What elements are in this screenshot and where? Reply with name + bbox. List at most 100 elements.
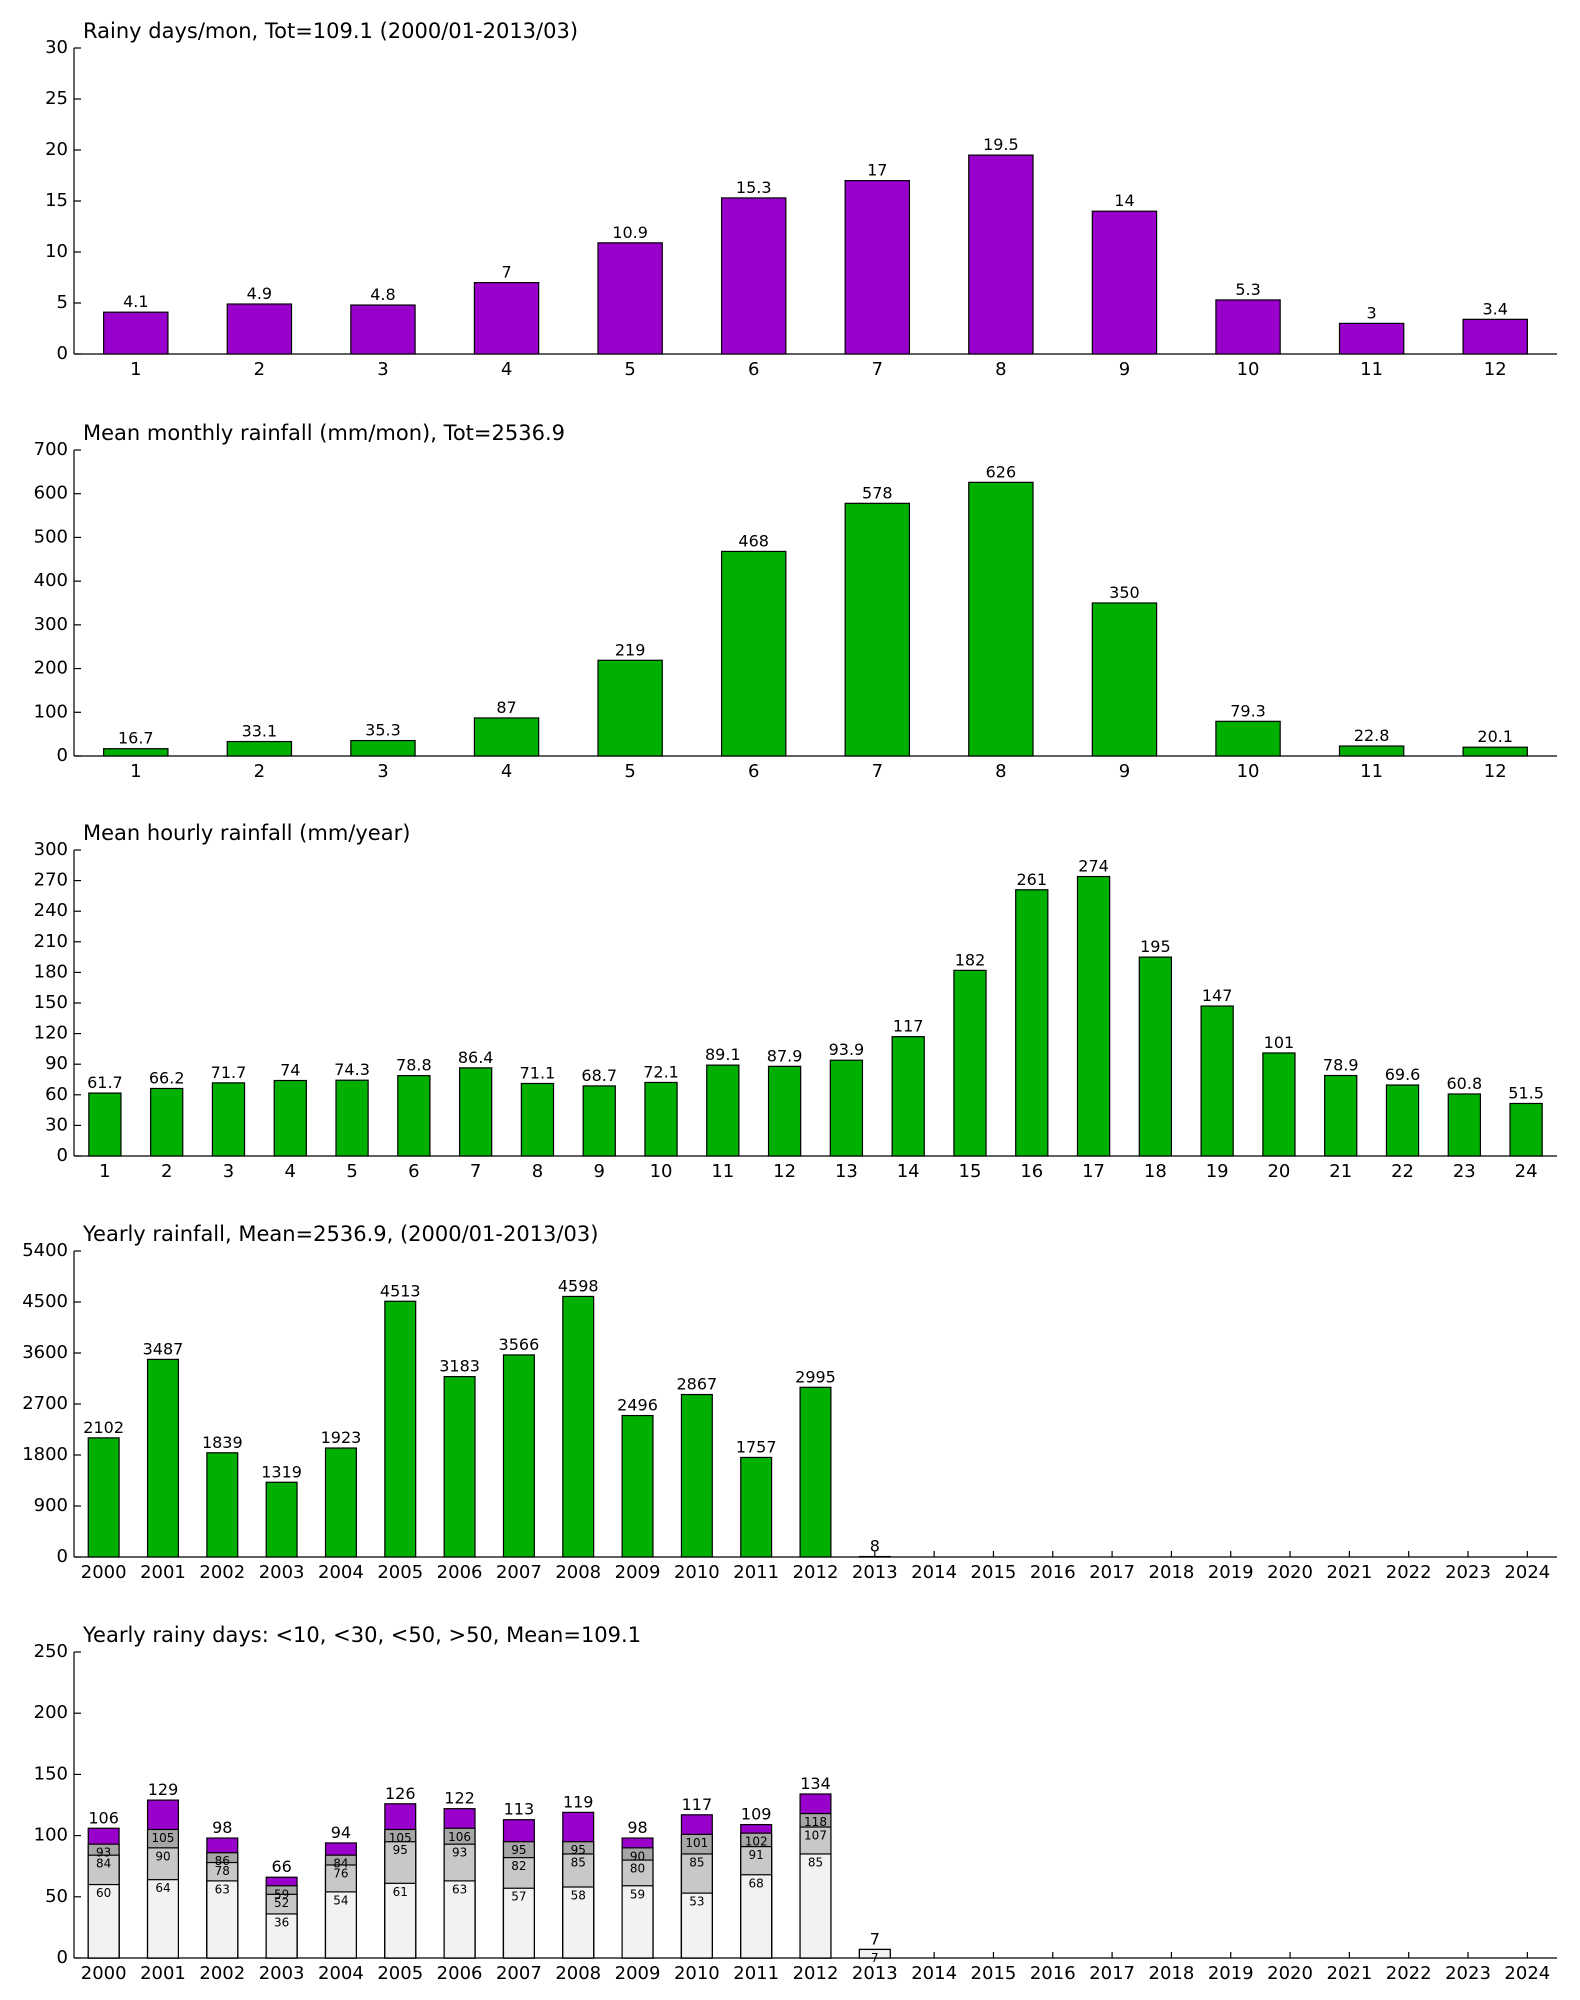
segment-label: 61 bbox=[393, 1885, 408, 1899]
x-tick-label: 2014 bbox=[911, 1963, 957, 1984]
bar bbox=[1215, 720, 1281, 757]
value-label: 1923 bbox=[321, 1428, 362, 1447]
chart-title: Mean monthly rainfall (mm/mon), Tot=2536… bbox=[83, 421, 565, 445]
bar bbox=[644, 1081, 678, 1157]
x-tick-label: 23 bbox=[1453, 1161, 1476, 1182]
x-tick-label: 12 bbox=[1484, 761, 1507, 782]
bar bbox=[458, 1067, 493, 1157]
value-label: 16.7 bbox=[118, 729, 154, 748]
bar bbox=[1338, 745, 1405, 757]
x-tick-label: 3 bbox=[223, 1161, 234, 1182]
segment-label: 63 bbox=[215, 1882, 230, 1896]
x-tick-label: 10 bbox=[1237, 761, 1260, 782]
bar-segment bbox=[799, 1853, 832, 1959]
x-tick-label: 2001 bbox=[140, 1562, 186, 1583]
bar bbox=[206, 1452, 239, 1558]
bar bbox=[720, 197, 787, 355]
x-tick-label: 2019 bbox=[1208, 1562, 1254, 1583]
x-tick-label: 2008 bbox=[555, 1562, 601, 1583]
value-label: 94 bbox=[331, 1823, 351, 1842]
value-label: 578 bbox=[862, 483, 893, 502]
x-tick-label: 5 bbox=[346, 1161, 357, 1182]
y-tick-label: 200 bbox=[34, 658, 68, 679]
segment-label: 7 bbox=[871, 1951, 879, 1965]
y-tick-label: 60 bbox=[45, 1084, 68, 1105]
x-tick-label: 2004 bbox=[318, 1562, 364, 1583]
value-label: 4.1 bbox=[123, 292, 148, 311]
bar bbox=[150, 1087, 184, 1157]
bar bbox=[226, 303, 293, 355]
value-label: 113 bbox=[504, 1800, 535, 1819]
y-tick-label: 180 bbox=[34, 961, 68, 982]
value-label: 22.8 bbox=[1354, 726, 1390, 745]
bar bbox=[146, 1358, 180, 1558]
value-label: 79.3 bbox=[1230, 701, 1266, 720]
y-tick-label: 10 bbox=[45, 241, 68, 262]
value-label: 261 bbox=[1016, 870, 1047, 889]
segment-label: 64 bbox=[155, 1881, 170, 1895]
value-label: 119 bbox=[563, 1792, 594, 1811]
y-tick-label: 30 bbox=[45, 37, 68, 58]
value-label: 1757 bbox=[736, 1437, 777, 1456]
x-tick-label: 2010 bbox=[674, 1562, 720, 1583]
x-tick-label: 2006 bbox=[437, 1963, 483, 1984]
value-label: 3487 bbox=[143, 1339, 184, 1358]
bar bbox=[706, 1064, 740, 1157]
value-label: 126 bbox=[385, 1784, 416, 1803]
y-tick-label: 20 bbox=[45, 139, 68, 160]
value-label: 66.2 bbox=[149, 1068, 185, 1087]
bar-segment bbox=[740, 1874, 773, 1959]
segment-label: 53 bbox=[689, 1895, 704, 1909]
segment-label: 95 bbox=[393, 1843, 408, 1857]
bar bbox=[621, 1414, 654, 1558]
value-label: 2867 bbox=[677, 1375, 718, 1394]
value-label: 182 bbox=[955, 950, 986, 969]
y-tick-label: 240 bbox=[34, 900, 68, 921]
segment-label: 58 bbox=[571, 1889, 586, 1903]
bar bbox=[443, 1376, 476, 1558]
value-label: 89.1 bbox=[705, 1045, 741, 1064]
segment-label: 57 bbox=[511, 1890, 526, 1904]
y-tick-label: 0 bbox=[57, 343, 68, 364]
value-label: 3566 bbox=[499, 1335, 540, 1354]
bar bbox=[1015, 889, 1049, 1157]
value-label: 98 bbox=[212, 1818, 232, 1837]
x-tick-label: 1 bbox=[130, 359, 141, 380]
value-label: 61.7 bbox=[87, 1073, 123, 1092]
bar-segment bbox=[443, 1880, 476, 1959]
segment-label: 95 bbox=[571, 1843, 586, 1857]
segment-label: 95 bbox=[511, 1843, 526, 1857]
segment-label: 93 bbox=[452, 1846, 467, 1860]
bar-segment bbox=[324, 1891, 357, 1959]
segment-label: 90 bbox=[630, 1849, 645, 1863]
bar-segment bbox=[146, 1879, 180, 1959]
segment-label: 84 bbox=[333, 1857, 348, 1871]
value-label: 122 bbox=[444, 1789, 475, 1808]
x-tick-label: 24 bbox=[1515, 1161, 1538, 1182]
value-label: 71.7 bbox=[211, 1063, 247, 1082]
bar bbox=[562, 1295, 595, 1558]
segment-label: 90 bbox=[155, 1849, 170, 1863]
x-tick-label: 2000 bbox=[81, 1562, 127, 1583]
bar bbox=[680, 1393, 713, 1558]
x-tick-label: 2016 bbox=[1030, 1963, 1076, 1984]
value-label: 19.5 bbox=[983, 135, 1019, 154]
segment-label: 106 bbox=[448, 1830, 471, 1844]
bar bbox=[597, 242, 663, 355]
value-label: 98 bbox=[627, 1818, 647, 1837]
bar bbox=[324, 1447, 357, 1558]
y-tick-label: 0 bbox=[57, 1947, 68, 1968]
value-label: 35.3 bbox=[365, 721, 401, 740]
value-label: 4513 bbox=[380, 1281, 421, 1300]
x-tick-label: 2 bbox=[254, 761, 265, 782]
value-label: 15.3 bbox=[736, 178, 772, 197]
x-tick-label: 2021 bbox=[1326, 1963, 1372, 1984]
bar bbox=[350, 304, 416, 355]
x-tick-label: 2003 bbox=[259, 1562, 305, 1583]
bar bbox=[740, 1456, 773, 1558]
x-tick-label: 4 bbox=[501, 761, 512, 782]
x-tick-label: 18 bbox=[1144, 1161, 1167, 1182]
x-tick-label: 7 bbox=[470, 1161, 481, 1182]
value-label: 20.1 bbox=[1477, 727, 1513, 746]
